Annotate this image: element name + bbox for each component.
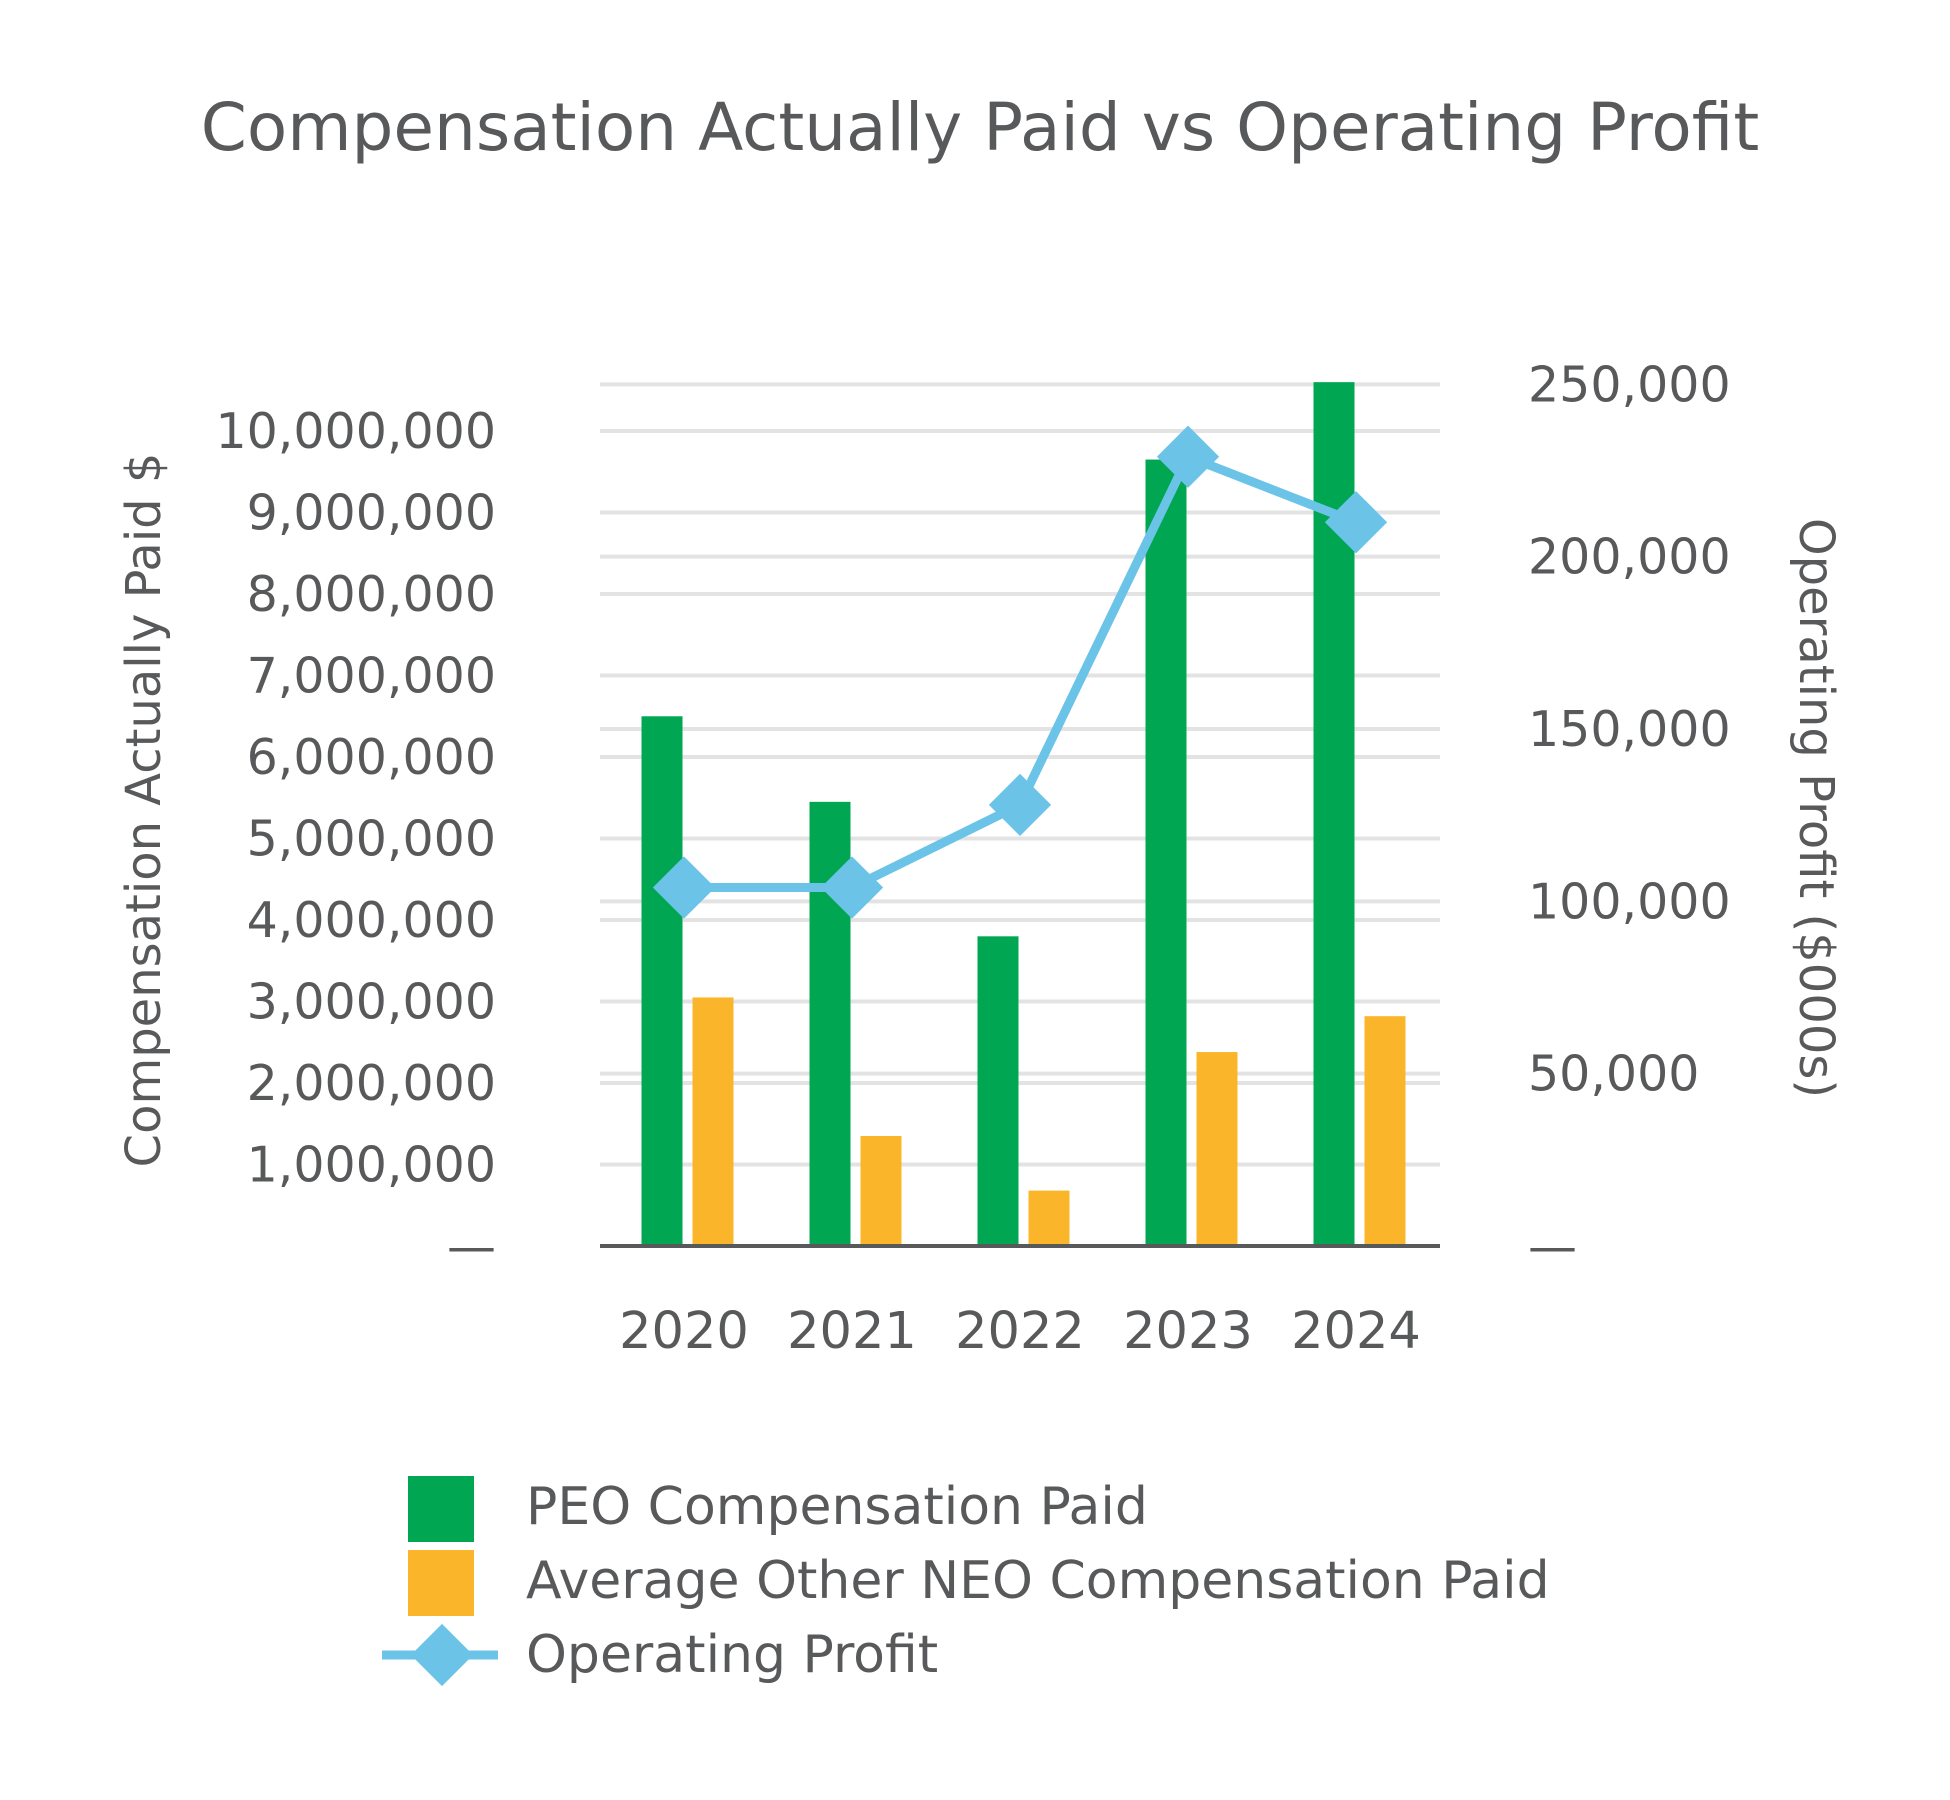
legend-label-operating-profit: Operating Profit bbox=[526, 1625, 939, 1685]
legend-label-peo: PEO Compensation Paid bbox=[526, 1477, 1148, 1537]
x-axis-ticks: 2020 2021 2022 2023 2024 bbox=[619, 1302, 1421, 1361]
x-tick-label-2022: 2022 bbox=[955, 1302, 1085, 1361]
right-tick-label-2: 100,000 bbox=[1528, 873, 1731, 930]
left-tick-label-8: 8,000,000 bbox=[247, 566, 496, 623]
legend-label-neo: Average Other NEO Compensation Paid bbox=[526, 1551, 1550, 1611]
bar-neo-2024 bbox=[1364, 1016, 1406, 1246]
legend-item-operating-profit: Operating Profit bbox=[380, 1618, 1680, 1692]
operating-profit-marker-2021 bbox=[820, 856, 884, 919]
bar-neo-2021 bbox=[860, 1135, 902, 1246]
left-tick-label-9: 9,000,000 bbox=[247, 485, 496, 542]
bar-neo-2022 bbox=[1028, 1190, 1070, 1246]
left-tick-label-0: — bbox=[447, 1218, 496, 1275]
left-axis-ticks: — 1,000,000 2,000,000 3,000,000 4,000,000 5,0… bbox=[215, 403, 496, 1275]
legend-swatch-peo bbox=[408, 1476, 474, 1542]
chart-title: Compensation Actually Paid vs Operating … bbox=[200, 89, 1760, 166]
legend-item-neo: Average Other NEO Compensation Paid bbox=[380, 1544, 1680, 1618]
right-tick-label-1: 50,000 bbox=[1528, 1046, 1699, 1103]
left-tick-label-10: 10,000,000 bbox=[215, 403, 496, 460]
operating-profit-marker-2020 bbox=[652, 856, 716, 919]
left-tick-label-1: 1,000,000 bbox=[247, 1137, 496, 1194]
bar-peo-2020 bbox=[641, 716, 683, 1246]
bars bbox=[641, 382, 1406, 1247]
left-tick-label-5: 5,000,000 bbox=[247, 811, 496, 868]
bar-neo-2020 bbox=[692, 997, 734, 1246]
operating-profit-marker-2022 bbox=[988, 773, 1052, 836]
legend-item-peo: PEO Compensation Paid bbox=[380, 1470, 1680, 1544]
operating-profit-line bbox=[652, 425, 1388, 919]
left-tick-label-7: 7,000,000 bbox=[247, 648, 496, 705]
legend-swatch-neo bbox=[408, 1550, 474, 1616]
left-tick-label-4: 4,000,000 bbox=[247, 892, 496, 949]
gridlines bbox=[600, 382, 1440, 1167]
bar-peo-2022 bbox=[977, 936, 1019, 1246]
x-tick-label-2020: 2020 bbox=[619, 1302, 749, 1361]
y-axis-label-right: Operating Profit ($000s) bbox=[1788, 518, 1844, 1098]
legend-line-diamond-icon bbox=[382, 1623, 498, 1687]
right-tick-label-5: 250,000 bbox=[1528, 356, 1731, 413]
right-tick-label-0: — bbox=[1528, 1218, 1577, 1275]
right-tick-label-4: 200,000 bbox=[1528, 529, 1731, 586]
legend: PEO Compensation Paid Average Other NEO … bbox=[380, 1470, 1680, 1692]
right-tick-label-3: 150,000 bbox=[1528, 701, 1731, 758]
left-tick-label-3: 3,000,000 bbox=[247, 974, 496, 1031]
bar-neo-2023 bbox=[1196, 1052, 1238, 1246]
bar-peo-2023 bbox=[1145, 459, 1187, 1247]
right-axis-ticks: — 50,000 100,000 150,000 200,000 250,000 bbox=[1528, 356, 1731, 1275]
operating-profit-marker-2024 bbox=[1324, 491, 1388, 554]
chart-plot: — 1,000,000 2,000,000 3,000,000 4,000,000 5,0… bbox=[116, 356, 1844, 1361]
x-tick-label-2023: 2023 bbox=[1123, 1302, 1253, 1361]
left-tick-label-2: 2,000,000 bbox=[247, 1055, 496, 1112]
y-axis-label-left: Compensation Actually Paid $ bbox=[116, 453, 172, 1168]
x-tick-label-2024: 2024 bbox=[1291, 1302, 1421, 1361]
left-tick-label-6: 6,000,000 bbox=[247, 729, 496, 786]
x-tick-label-2021: 2021 bbox=[787, 1302, 917, 1361]
